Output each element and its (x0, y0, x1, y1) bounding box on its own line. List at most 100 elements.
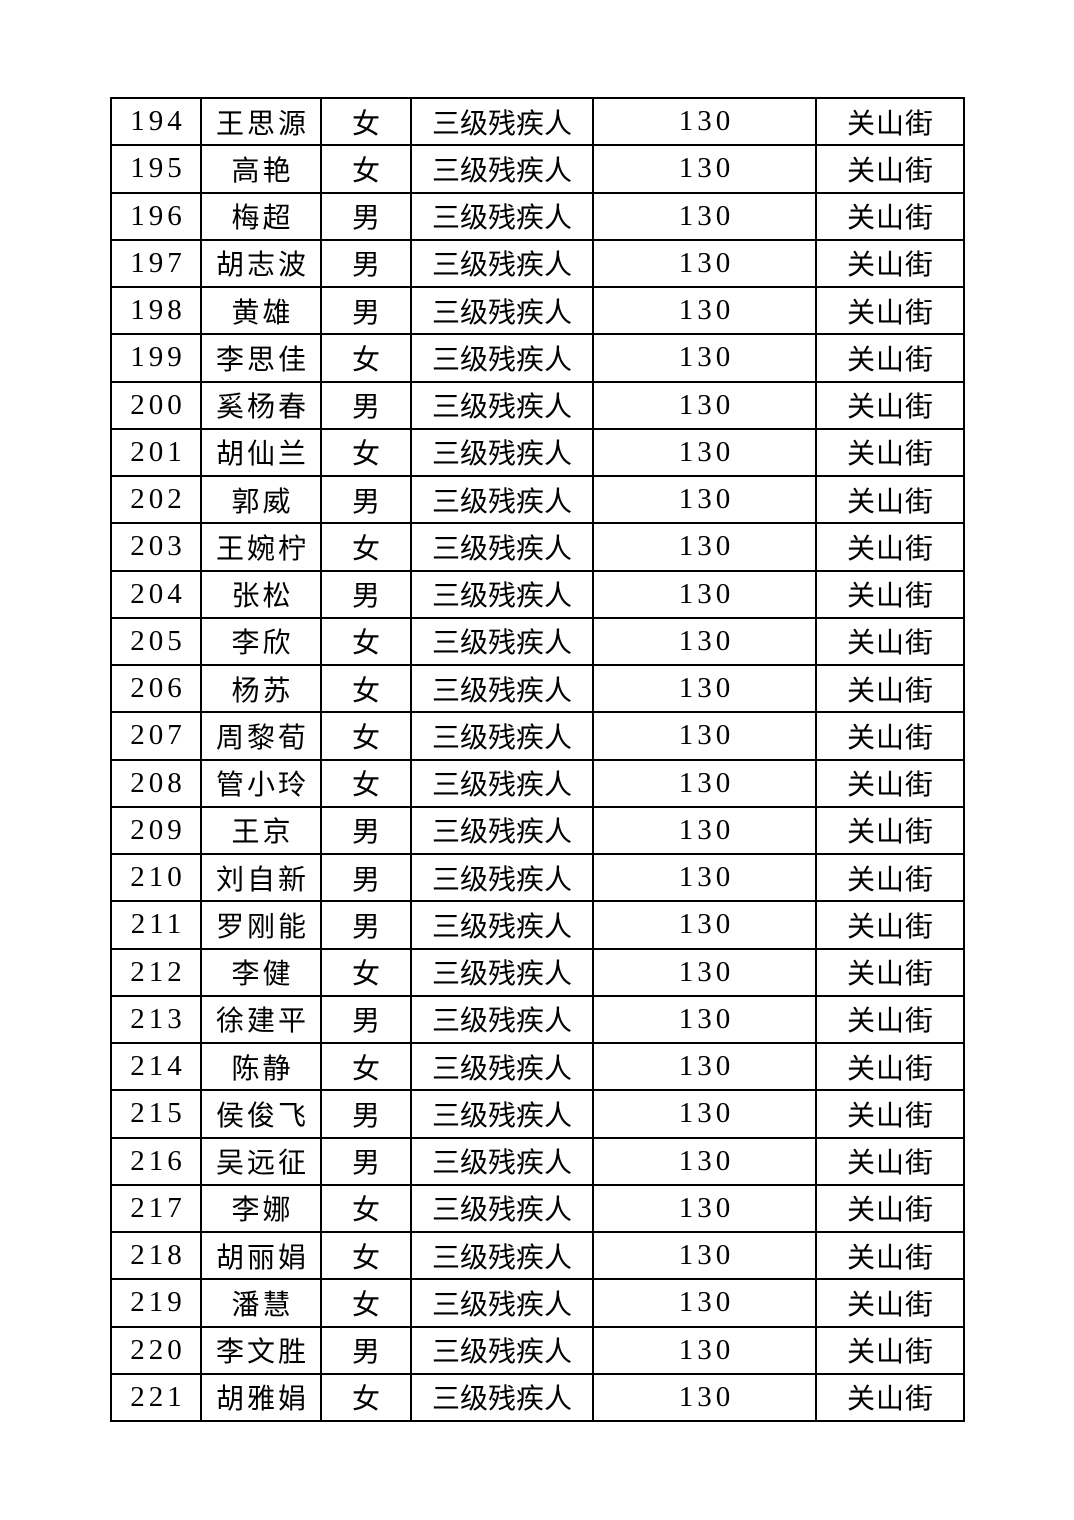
row-number-cell: 208 (110, 758, 202, 808)
street-cell: 关山街 (815, 1230, 965, 1281)
row-number-cell: 205 (110, 616, 202, 667)
gender-cell: 男 (320, 852, 412, 903)
gender-cell: 男 (320, 1089, 412, 1139)
table-row: 214 陈静女三级残疾人 130 关山街 (110, 1041, 965, 1092)
category-cell: 三级残疾人 (410, 805, 594, 856)
name-cell: 高艳 (200, 144, 322, 194)
category-cell: 三级残疾人 (410, 1183, 594, 1234)
category-cell: 三级残疾人 (410, 758, 594, 808)
street-cell: 关山街 (815, 852, 965, 903)
gender-cell: 男 (320, 1325, 412, 1375)
row-number-cell: 195 (110, 144, 202, 194)
amount-cell: 130 (592, 852, 817, 903)
category-cell: 三级残疾人 (410, 711, 594, 761)
table-row: 209 王京男三级残疾人 130 关山街 (110, 805, 965, 856)
amount-cell: 130 (592, 474, 817, 525)
category-cell: 三级残疾人 (410, 1230, 594, 1281)
gender-cell: 女 (320, 1230, 412, 1281)
gender-cell: 女 (320, 758, 412, 808)
table-body: 194 王思源女三级残疾人 130 关山街 195 高艳女三级残疾人 130 关山街 196 梅超… (110, 96, 965, 1423)
gender-cell: 男 (320, 238, 412, 289)
gender-cell: 女 (320, 1278, 412, 1328)
gender-cell: 女 (320, 333, 412, 383)
row-number-cell: 206 (110, 663, 202, 714)
amount-cell: 130 (592, 1136, 817, 1186)
amount-cell: 130 (592, 711, 817, 761)
gender-cell: 女 (320, 663, 412, 714)
category-cell: 三级残疾人 (410, 522, 594, 572)
table-row: 219 潘慧女三级残疾人 130 关山街 (110, 1278, 965, 1328)
gender-cell: 男 (320, 900, 412, 950)
street-cell: 关山街 (815, 711, 965, 761)
name-cell: 梅超 (200, 191, 322, 241)
table-row: 210 刘自新男三级残疾人 130 关山街 (110, 852, 965, 903)
amount-cell: 130 (592, 663, 817, 714)
table-row: 204 张松男三级残疾人 130 关山街 (110, 569, 965, 619)
name-cell: 管小玲 (200, 758, 322, 808)
street-cell: 关山街 (815, 900, 965, 950)
table-row: 217 李娜女三级残疾人 130 关山街 (110, 1183, 965, 1234)
street-cell: 关山街 (815, 1278, 965, 1328)
category-cell: 三级残疾人 (410, 947, 594, 997)
table-row: 212 李健女三级残疾人 130 关山街 (110, 947, 965, 997)
category-cell: 三级残疾人 (410, 900, 594, 950)
amount-cell: 130 (592, 191, 817, 241)
name-cell: 陈静 (200, 1041, 322, 1092)
table-row: 211 罗刚能男三级残疾人 130 关山街 (110, 900, 965, 950)
amount-cell: 130 (592, 285, 817, 336)
street-cell: 关山街 (815, 1041, 965, 1092)
category-cell: 三级残疾人 (410, 852, 594, 903)
gender-cell: 男 (320, 994, 412, 1045)
name-cell: 潘慧 (200, 1278, 322, 1328)
table-row: 201 胡仙兰女三级残疾人 130 关山街 (110, 427, 965, 478)
amount-cell: 130 (592, 900, 817, 950)
row-number-cell: 214 (110, 1041, 202, 1092)
name-cell: 杨苏 (200, 663, 322, 714)
table-row: 221 胡雅娟女三级残疾人 130 关山街 (110, 1372, 965, 1423)
row-number-cell: 217 (110, 1183, 202, 1234)
table-row: 195 高艳女三级残疾人 130 关山街 (110, 144, 965, 194)
category-cell: 三级残疾人 (410, 569, 594, 619)
street-cell: 关山街 (815, 285, 965, 336)
row-number-cell: 194 (110, 96, 202, 147)
gender-cell: 女 (320, 1183, 412, 1234)
table-row: 196 梅超男三级残疾人 130 关山街 (110, 191, 965, 241)
gender-cell: 女 (320, 947, 412, 997)
name-cell: 李文胜 (200, 1325, 322, 1375)
gender-cell: 女 (320, 144, 412, 194)
amount-cell: 130 (592, 427, 817, 478)
street-cell: 关山街 (815, 427, 965, 478)
row-number-cell: 196 (110, 191, 202, 241)
name-cell: 周黎荀 (200, 711, 322, 761)
category-cell: 三级残疾人 (410, 1325, 594, 1375)
amount-cell: 130 (592, 1372, 817, 1423)
name-cell: 吴远征 (200, 1136, 322, 1186)
row-number-cell: 218 (110, 1230, 202, 1281)
street-cell: 关山街 (815, 663, 965, 714)
street-cell: 关山街 (815, 1183, 965, 1234)
street-cell: 关山街 (815, 1089, 965, 1139)
name-cell: 李思佳 (200, 333, 322, 383)
street-cell: 关山街 (815, 616, 965, 667)
amount-cell: 130 (592, 947, 817, 997)
amount-cell: 130 (592, 1089, 817, 1139)
category-cell: 三级残疾人 (410, 994, 594, 1045)
category-cell: 三级残疾人 (410, 1041, 594, 1092)
row-number-cell: 210 (110, 852, 202, 903)
gender-cell: 女 (320, 427, 412, 478)
category-cell: 三级残疾人 (410, 663, 594, 714)
street-cell: 关山街 (815, 380, 965, 430)
category-cell: 三级残疾人 (410, 285, 594, 336)
name-cell: 徐建平 (200, 994, 322, 1045)
name-cell: 王京 (200, 805, 322, 856)
table-row: 200 奚杨春男三级残疾人 130 关山街 (110, 380, 965, 430)
table-row: 205 李欣女三级残疾人 130 关山街 (110, 616, 965, 667)
category-cell: 三级残疾人 (410, 1278, 594, 1328)
category-cell: 三级残疾人 (410, 238, 594, 289)
row-number-cell: 200 (110, 380, 202, 430)
street-cell: 关山街 (815, 805, 965, 856)
category-cell: 三级残疾人 (410, 474, 594, 525)
table-row: 197 胡志波男三级残疾人 130 关山街 (110, 238, 965, 289)
gender-cell: 男 (320, 1136, 412, 1186)
street-cell: 关山街 (815, 947, 965, 997)
